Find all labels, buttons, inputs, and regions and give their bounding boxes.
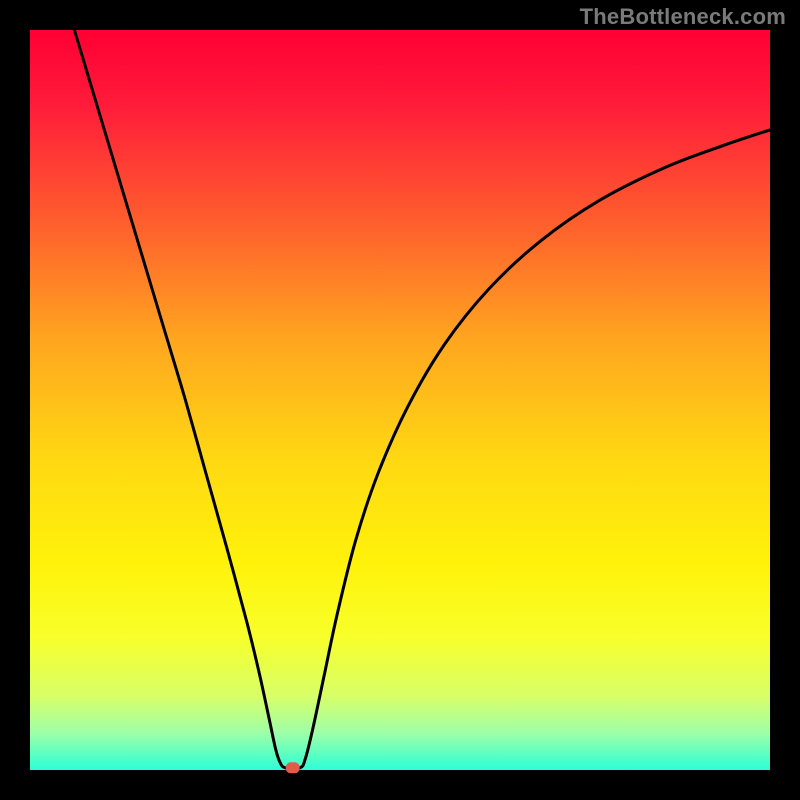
bottleneck-chart	[0, 0, 800, 800]
plot-background	[30, 30, 770, 770]
chart-stage: TheBottleneck.com	[0, 0, 800, 800]
watermark-text: TheBottleneck.com	[580, 4, 786, 30]
minimum-marker	[286, 762, 300, 773]
